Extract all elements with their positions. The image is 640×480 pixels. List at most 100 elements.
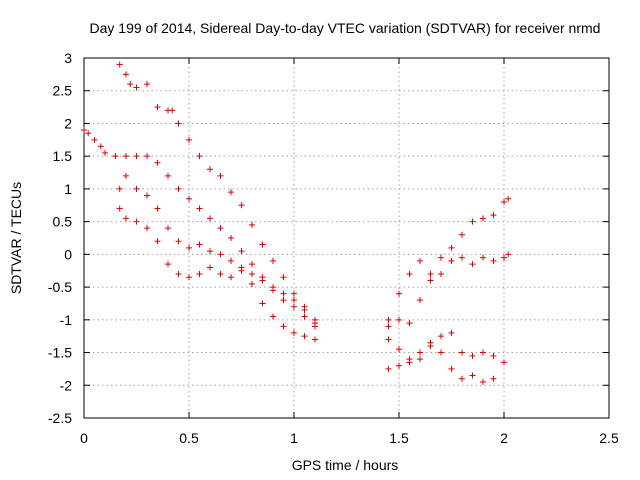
y-tick-label: 0: [64, 246, 72, 262]
data-point: [249, 280, 255, 287]
data-point: [217, 271, 224, 277]
data-point: [217, 251, 224, 258]
data-point: [165, 261, 171, 268]
data-point: [249, 221, 255, 228]
data-point: [249, 271, 255, 277]
data-point: [438, 333, 444, 340]
data-point: [196, 205, 203, 212]
data-point: [175, 238, 182, 245]
data-point: [165, 172, 171, 179]
data-point: [112, 153, 119, 160]
data-point: [480, 379, 486, 385]
data-point: [85, 130, 92, 137]
data-point: [165, 225, 171, 232]
data-point: [385, 365, 392, 372]
data-point: [480, 215, 486, 222]
data-point: [186, 136, 192, 143]
data-point: [280, 290, 287, 297]
data-point: [144, 225, 150, 232]
data-points: [81, 61, 512, 385]
series-track-g: [385, 329, 507, 366]
data-point: [116, 185, 123, 192]
data-point: [228, 257, 234, 264]
data-point: [469, 352, 476, 359]
tick-labels: 0 0.5 1 1.5 2 2.5 -2.5 -2 -1.5 -1 -0.5 0 0.5 1 1.5 2 2.5…: [48, 50, 619, 446]
data-point: [116, 61, 123, 68]
data-point: [91, 136, 98, 143]
data-point: [396, 346, 402, 353]
y-tick-label: 2: [64, 115, 72, 131]
data-point: [301, 333, 308, 340]
series-track-f: [385, 251, 512, 330]
data-point: [480, 349, 486, 356]
data-point: [501, 199, 507, 205]
data-point: [280, 274, 287, 281]
data-point: [480, 254, 486, 261]
data-point: [186, 244, 192, 251]
y-tick-label: 3: [64, 50, 72, 66]
x-tick-label: 1: [290, 430, 298, 446]
data-point: [238, 267, 245, 274]
data-point: [427, 343, 434, 349]
x-axis-title: GPS time / hours: [292, 457, 399, 473]
data-point: [501, 359, 507, 366]
data-point: [385, 323, 392, 330]
data-point: [312, 316, 318, 323]
data-point: [501, 254, 507, 261]
data-point: [505, 195, 512, 202]
data-point: [116, 205, 123, 212]
data-point: [291, 303, 297, 310]
data-point: [207, 215, 213, 222]
data-point: [385, 336, 392, 343]
data-point: [427, 277, 434, 284]
data-point: [186, 274, 192, 281]
data-point: [169, 107, 176, 114]
series-track-b: [81, 127, 318, 330]
y-tick-label: 1.5: [53, 148, 73, 164]
data-point: [396, 362, 402, 369]
x-tick-label: 0.5: [179, 430, 199, 446]
data-point: [280, 323, 287, 330]
data-point: [270, 313, 276, 320]
data-point: [238, 202, 245, 209]
data-point: [196, 241, 203, 248]
y-tick-label: -0.5: [48, 279, 72, 295]
series-track-a: [116, 61, 318, 327]
y-tick-label: 1: [64, 181, 72, 197]
x-tick-label: 2: [500, 430, 508, 446]
data-point: [123, 71, 129, 78]
data-point: [396, 316, 402, 323]
data-point: [133, 218, 140, 225]
data-point: [417, 257, 423, 264]
data-point: [97, 143, 104, 150]
data-point: [459, 375, 465, 382]
data-point: [154, 205, 161, 212]
data-point: [207, 264, 213, 271]
y-tick-label: -2: [60, 377, 73, 393]
data-point: [385, 316, 392, 323]
data-point: [490, 257, 497, 264]
data-point: [228, 189, 234, 196]
data-point: [270, 284, 276, 291]
y-tick-label: -1.5: [48, 345, 72, 361]
y-tick-label: -1: [60, 312, 73, 328]
data-point: [175, 271, 182, 277]
data-point: [427, 271, 434, 277]
data-point: [448, 365, 455, 372]
y-tick-label: 0.5: [53, 214, 73, 230]
data-point: [144, 81, 150, 88]
data-point: [270, 257, 276, 264]
data-point: [259, 241, 266, 248]
y-axis-title: SDTVAR / TECUs: [8, 182, 24, 294]
data-point: [438, 254, 444, 261]
data-point: [490, 375, 497, 382]
data-point: [196, 271, 203, 277]
data-point: [291, 290, 297, 297]
data-point: [417, 297, 423, 304]
data-point: [291, 297, 297, 304]
data-point: [469, 261, 476, 268]
data-point: [259, 300, 266, 307]
data-point: [133, 84, 140, 91]
x-tick-label: 2.5: [599, 430, 619, 446]
